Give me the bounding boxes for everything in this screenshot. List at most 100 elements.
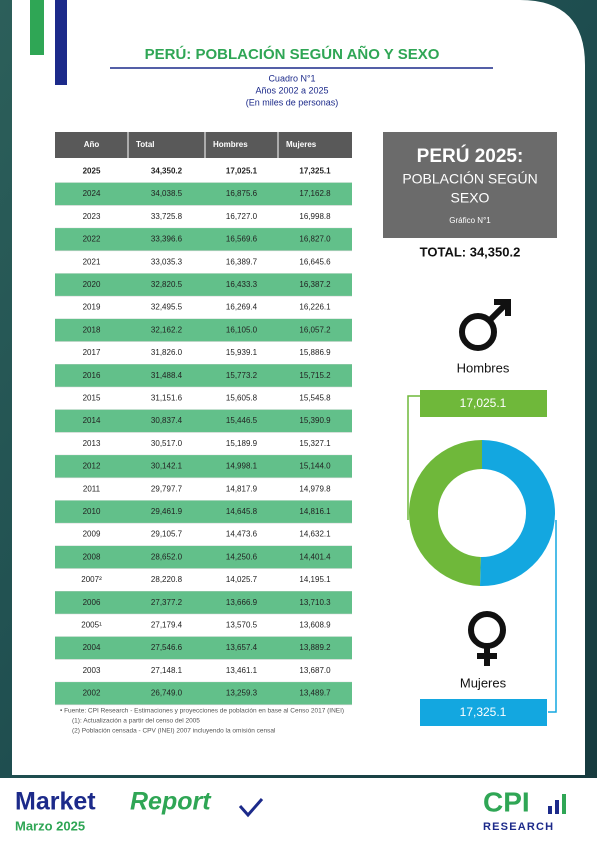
cell: 15,886.9 — [299, 348, 331, 357]
cell: 14,250.6 — [226, 552, 258, 561]
cell: 13,259.3 — [226, 689, 258, 698]
cell: 27,377.2 — [151, 598, 183, 607]
cell: 33,725.8 — [151, 212, 183, 221]
male-icon — [459, 299, 511, 351]
cell: 14,401.4 — [299, 552, 331, 561]
cell: 13,687.0 — [299, 666, 331, 675]
cell: 2016 — [83, 371, 101, 380]
cell: 2008 — [83, 552, 101, 561]
cell: 2002 — [83, 689, 101, 698]
cell: 2006 — [83, 598, 101, 607]
cell: 32,495.5 — [151, 303, 183, 312]
cell: 28,220.8 — [151, 575, 183, 584]
column-header: Mujeres — [286, 140, 317, 149]
subtitle: Años 2002 a 2025 — [255, 85, 328, 95]
cell: 26,749.0 — [151, 689, 183, 698]
donut-chart: Hombres 17,025.1 Mujeres 17,325.1 — [408, 360, 555, 726]
panel-title: PERÚ 2025: — [417, 145, 524, 167]
cell: 29,105.7 — [151, 530, 183, 539]
connector — [548, 520, 557, 713]
cell: 2020 — [83, 280, 101, 289]
cell: 16,645.6 — [299, 257, 331, 266]
cell: 27,546.6 — [151, 643, 183, 652]
cell: 14,979.8 — [299, 484, 331, 493]
cell: 16,105.0 — [226, 325, 258, 334]
row-band — [55, 591, 352, 614]
cell: 2022 — [83, 235, 101, 244]
cell: 14,195.1 — [299, 575, 331, 584]
cell: 2014 — [83, 416, 101, 425]
row-band — [55, 318, 352, 342]
cell: 16,226.1 — [299, 303, 331, 312]
date: Marzo 2025 — [15, 818, 85, 833]
row-band — [55, 682, 352, 705]
logo-text: RESEARCH — [483, 821, 554, 833]
cell: 15,144.0 — [299, 462, 331, 471]
cell: 17,325.1 — [299, 166, 331, 175]
cell: 14,817.9 — [226, 484, 258, 493]
brand: Report — [130, 788, 212, 816]
value-label: 17,325.1 — [460, 705, 507, 719]
cell: 30,517.0 — [151, 439, 183, 448]
cell: 28,652.0 — [151, 552, 183, 561]
cell: 15,545.8 — [299, 393, 331, 402]
cell: 16,389.7 — [226, 257, 258, 266]
panel-caption: Gráfico N°1 — [449, 216, 491, 225]
cell: 2021 — [83, 257, 101, 266]
cell: 2023 — [83, 212, 101, 221]
cell: 2024 — [83, 189, 101, 198]
cell: 2017 — [83, 348, 101, 357]
cell: 2009 — [83, 530, 101, 539]
cell: 2007² — [81, 575, 102, 584]
note: • Fuente: CPI Research - Estimaciones y … — [60, 708, 344, 715]
total: TOTAL: 34,350.2 — [420, 244, 521, 259]
cell: 32,820.5 — [151, 280, 183, 289]
title: PERÚ: POBLACIÓN SEGÚN AÑO Y SEXO — [145, 45, 440, 63]
cell: 2019 — [83, 303, 101, 312]
cell: 16,057.2 — [299, 325, 331, 334]
donut-slice — [479, 440, 555, 586]
cell: 16,875.6 — [226, 189, 258, 198]
row-band — [55, 273, 352, 297]
cell: 14,998.1 — [226, 462, 258, 471]
cell: 34,038.5 — [151, 189, 183, 198]
column-header: Total — [136, 140, 155, 149]
cell: 15,605.8 — [226, 393, 258, 402]
cell: 2003 — [83, 666, 101, 675]
cell: 29,461.9 — [151, 507, 183, 516]
cell: 13,657.4 — [226, 643, 258, 652]
footer-band — [0, 778, 597, 842]
cell: 2018 — [83, 325, 101, 334]
category-label: Hombres — [457, 360, 510, 375]
cell: 16,433.3 — [226, 280, 258, 289]
cell: 14,632.1 — [299, 530, 331, 539]
cell: 15,939.1 — [226, 348, 258, 357]
cell: 15,446.5 — [226, 416, 258, 425]
category-label: Mujeres — [460, 675, 507, 690]
logo: CPI — [483, 786, 530, 817]
logo-bar — [562, 794, 566, 814]
cell: 13,666.9 — [226, 598, 258, 607]
note: (2) Población censada - CPV (INEI) 2007 … — [72, 728, 276, 735]
subtitle: Cuadro N°1 — [268, 73, 315, 83]
panel-box — [383, 132, 557, 238]
panel-subtitle: SEXO — [451, 190, 490, 206]
cell: 15,327.1 — [299, 439, 331, 448]
cell: 16,269.4 — [226, 303, 258, 312]
cell: 27,179.4 — [151, 620, 183, 629]
cell: 14,645.8 — [226, 507, 258, 516]
cell: 14,816.1 — [299, 507, 331, 516]
cell: 27,148.1 — [151, 666, 183, 675]
cell: 31,826.0 — [151, 348, 183, 357]
row-band — [55, 636, 352, 660]
cell: 2012 — [83, 462, 101, 471]
cell: 13,461.1 — [226, 666, 258, 675]
accent-bar — [30, 0, 44, 55]
cell: 16,387.2 — [299, 280, 331, 289]
brand: Market — [15, 788, 96, 816]
cell: 30,142.1 — [151, 462, 183, 471]
cell: 31,151.6 — [151, 393, 183, 402]
cell: 15,715.2 — [299, 371, 331, 380]
row-band — [55, 182, 352, 206]
